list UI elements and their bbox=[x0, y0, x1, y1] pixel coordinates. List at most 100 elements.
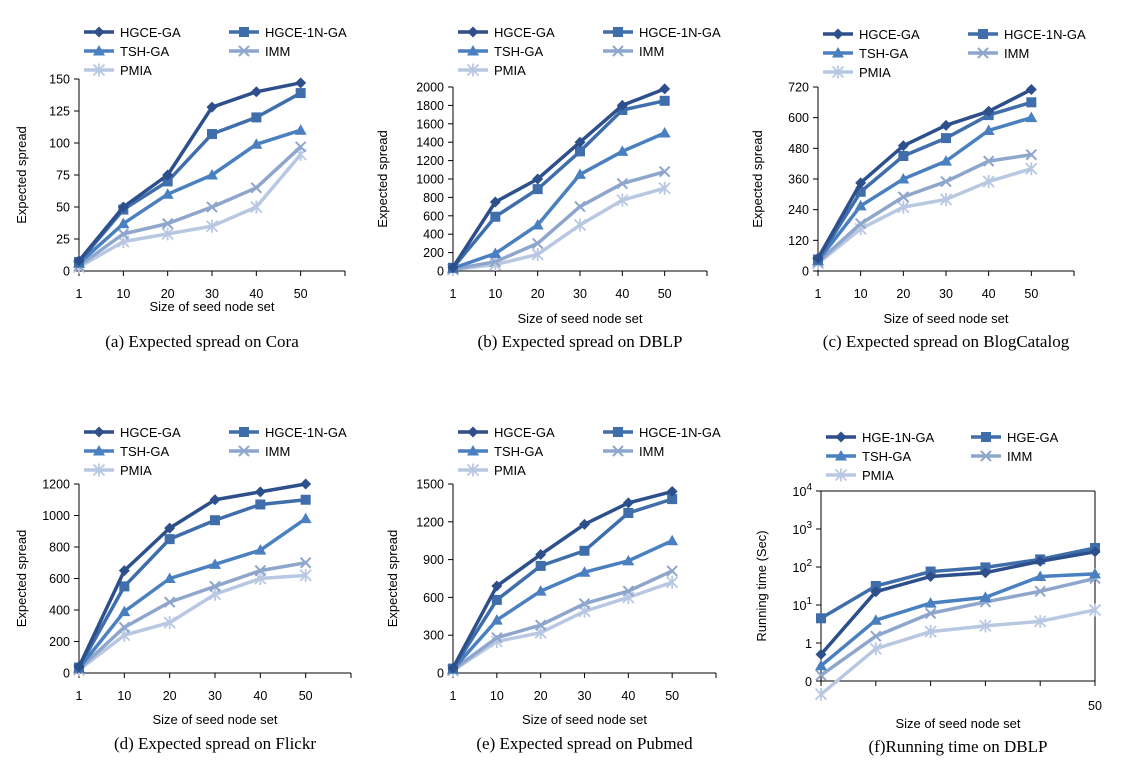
legend-item: PMIA bbox=[84, 463, 152, 478]
data-point bbox=[118, 565, 130, 577]
data-point bbox=[622, 585, 635, 597]
data-point bbox=[666, 565, 678, 577]
data-point bbox=[161, 217, 174, 230]
x-tick-label: 50 bbox=[658, 287, 672, 301]
legend-label: HGCE-1N-GA bbox=[265, 25, 347, 40]
data-point bbox=[982, 175, 995, 189]
data-point bbox=[73, 255, 85, 267]
x-tick-label: 30 bbox=[208, 689, 222, 703]
data-point bbox=[119, 581, 130, 592]
x-axis-title: Size of seed node set bbox=[152, 712, 277, 727]
data-point bbox=[447, 261, 459, 273]
data-point bbox=[579, 518, 590, 530]
legend-label: HGCE-1N-GA bbox=[265, 425, 347, 440]
chart-caption: (a) Expected spread on Cora bbox=[105, 332, 299, 351]
chart-panel-1: 0 25 50 75 100 125 150 1 10 20 30 40 50 Size of seed … bbox=[14, 25, 347, 351]
legend: HGCE-GA HGCE-1N-GA TSH-GA IMM PMIA bbox=[84, 25, 347, 78]
y-tick-label: 50 bbox=[56, 201, 70, 215]
y-tick-label: 600 bbox=[423, 209, 444, 223]
legend: HGCE-GA HGCE-1N-GA TSH-GA IMM PMIA bbox=[458, 25, 721, 78]
data-point bbox=[1025, 149, 1038, 161]
data-point bbox=[659, 95, 670, 106]
legend-label: TSH-GA bbox=[120, 444, 169, 459]
series-line bbox=[452, 131, 666, 270]
chart-caption: (b) Expected spread on DBLP bbox=[478, 332, 683, 351]
data-point bbox=[870, 586, 882, 598]
data-point bbox=[117, 201, 129, 213]
legend-label: IMM bbox=[1004, 46, 1029, 61]
x-tick-label: 40 bbox=[615, 287, 629, 301]
legend-marker bbox=[238, 45, 250, 57]
data-point bbox=[1025, 162, 1038, 176]
x-tick-label: 50 bbox=[665, 689, 679, 703]
x-tick-label: 50 bbox=[299, 689, 313, 703]
y-tick-label: 103 bbox=[793, 520, 813, 537]
series-TSH-GA bbox=[447, 127, 671, 273]
y-tick-label: 720 bbox=[788, 81, 809, 95]
legend-item: IMM bbox=[229, 444, 290, 459]
data-point bbox=[897, 191, 910, 203]
data-point bbox=[209, 494, 221, 506]
legend-label: TSH-GA bbox=[859, 46, 908, 61]
series-line bbox=[77, 498, 306, 669]
y-tick-label: 800 bbox=[49, 541, 70, 555]
legend-label: PMIA bbox=[494, 63, 526, 78]
data-point bbox=[623, 507, 634, 518]
x-axis-title: Size of seed node set bbox=[522, 712, 647, 727]
legend-marker bbox=[832, 47, 844, 58]
series-line bbox=[819, 572, 1096, 668]
y-tick-label: 0 bbox=[437, 265, 444, 279]
data-point bbox=[254, 564, 267, 577]
legend-marker bbox=[835, 431, 847, 443]
legend-item: TSH-GA bbox=[826, 449, 911, 464]
series-line bbox=[819, 576, 1096, 677]
legend-marker bbox=[831, 65, 845, 79]
x-tick-label: 1 bbox=[76, 689, 83, 703]
legend: HGCE-GA HGCE-1N-GA TSH-GA IMM PMIA bbox=[458, 425, 721, 478]
y-axis-title: Expected spread bbox=[14, 126, 29, 224]
data-point bbox=[300, 494, 311, 505]
y-tick-label: 1200 bbox=[416, 154, 444, 168]
series-HGCE-GA bbox=[812, 84, 1037, 264]
data-point bbox=[164, 522, 176, 534]
data-point bbox=[870, 581, 881, 591]
data-point bbox=[939, 192, 953, 206]
x-tick-label: 40 bbox=[621, 689, 635, 703]
data-point bbox=[1034, 555, 1046, 567]
data-point bbox=[855, 177, 867, 189]
data-point bbox=[979, 567, 991, 579]
x-tick-label: 50 bbox=[294, 287, 308, 301]
data-point bbox=[578, 597, 591, 610]
data-point bbox=[897, 200, 910, 214]
data-point bbox=[1026, 97, 1037, 108]
x-tick-label: 50 bbox=[1024, 287, 1038, 301]
y-tick-label: 1500 bbox=[416, 478, 444, 492]
legend-marker bbox=[467, 45, 479, 56]
data-point bbox=[622, 497, 634, 509]
legend-item: IMM bbox=[968, 46, 1029, 61]
series-PMIA bbox=[72, 568, 312, 677]
legend-item: PMIA bbox=[84, 63, 152, 78]
legend-item: PMIA bbox=[823, 65, 891, 80]
legend-label: PMIA bbox=[859, 65, 891, 80]
data-point bbox=[616, 145, 629, 156]
data-point bbox=[250, 138, 263, 149]
legend-marker bbox=[612, 445, 624, 457]
data-point bbox=[667, 494, 678, 505]
legend-marker bbox=[238, 445, 250, 457]
data-point bbox=[574, 200, 586, 213]
data-point bbox=[854, 218, 867, 230]
chart-caption: (d) Expected spread on Flickr bbox=[114, 734, 316, 753]
chart-panel-3: 0 120 240 360 480 600 720 1 10 20 30 40 50 Size of se… bbox=[750, 27, 1086, 351]
y-axis-title: Expected spread bbox=[385, 530, 400, 628]
legend-item: HGCE-1N-GA bbox=[229, 25, 347, 40]
legend-item: HGCE-1N-GA bbox=[229, 425, 347, 440]
legend-item: PMIA bbox=[826, 468, 894, 483]
data-point bbox=[251, 112, 262, 123]
y-tick-label: 0 bbox=[437, 667, 444, 681]
data-point bbox=[250, 86, 262, 98]
y-tick-label: 600 bbox=[423, 591, 444, 605]
legend-item: TSH-GA bbox=[458, 444, 543, 459]
legend-marker bbox=[466, 63, 480, 77]
series-IMM bbox=[73, 557, 312, 675]
